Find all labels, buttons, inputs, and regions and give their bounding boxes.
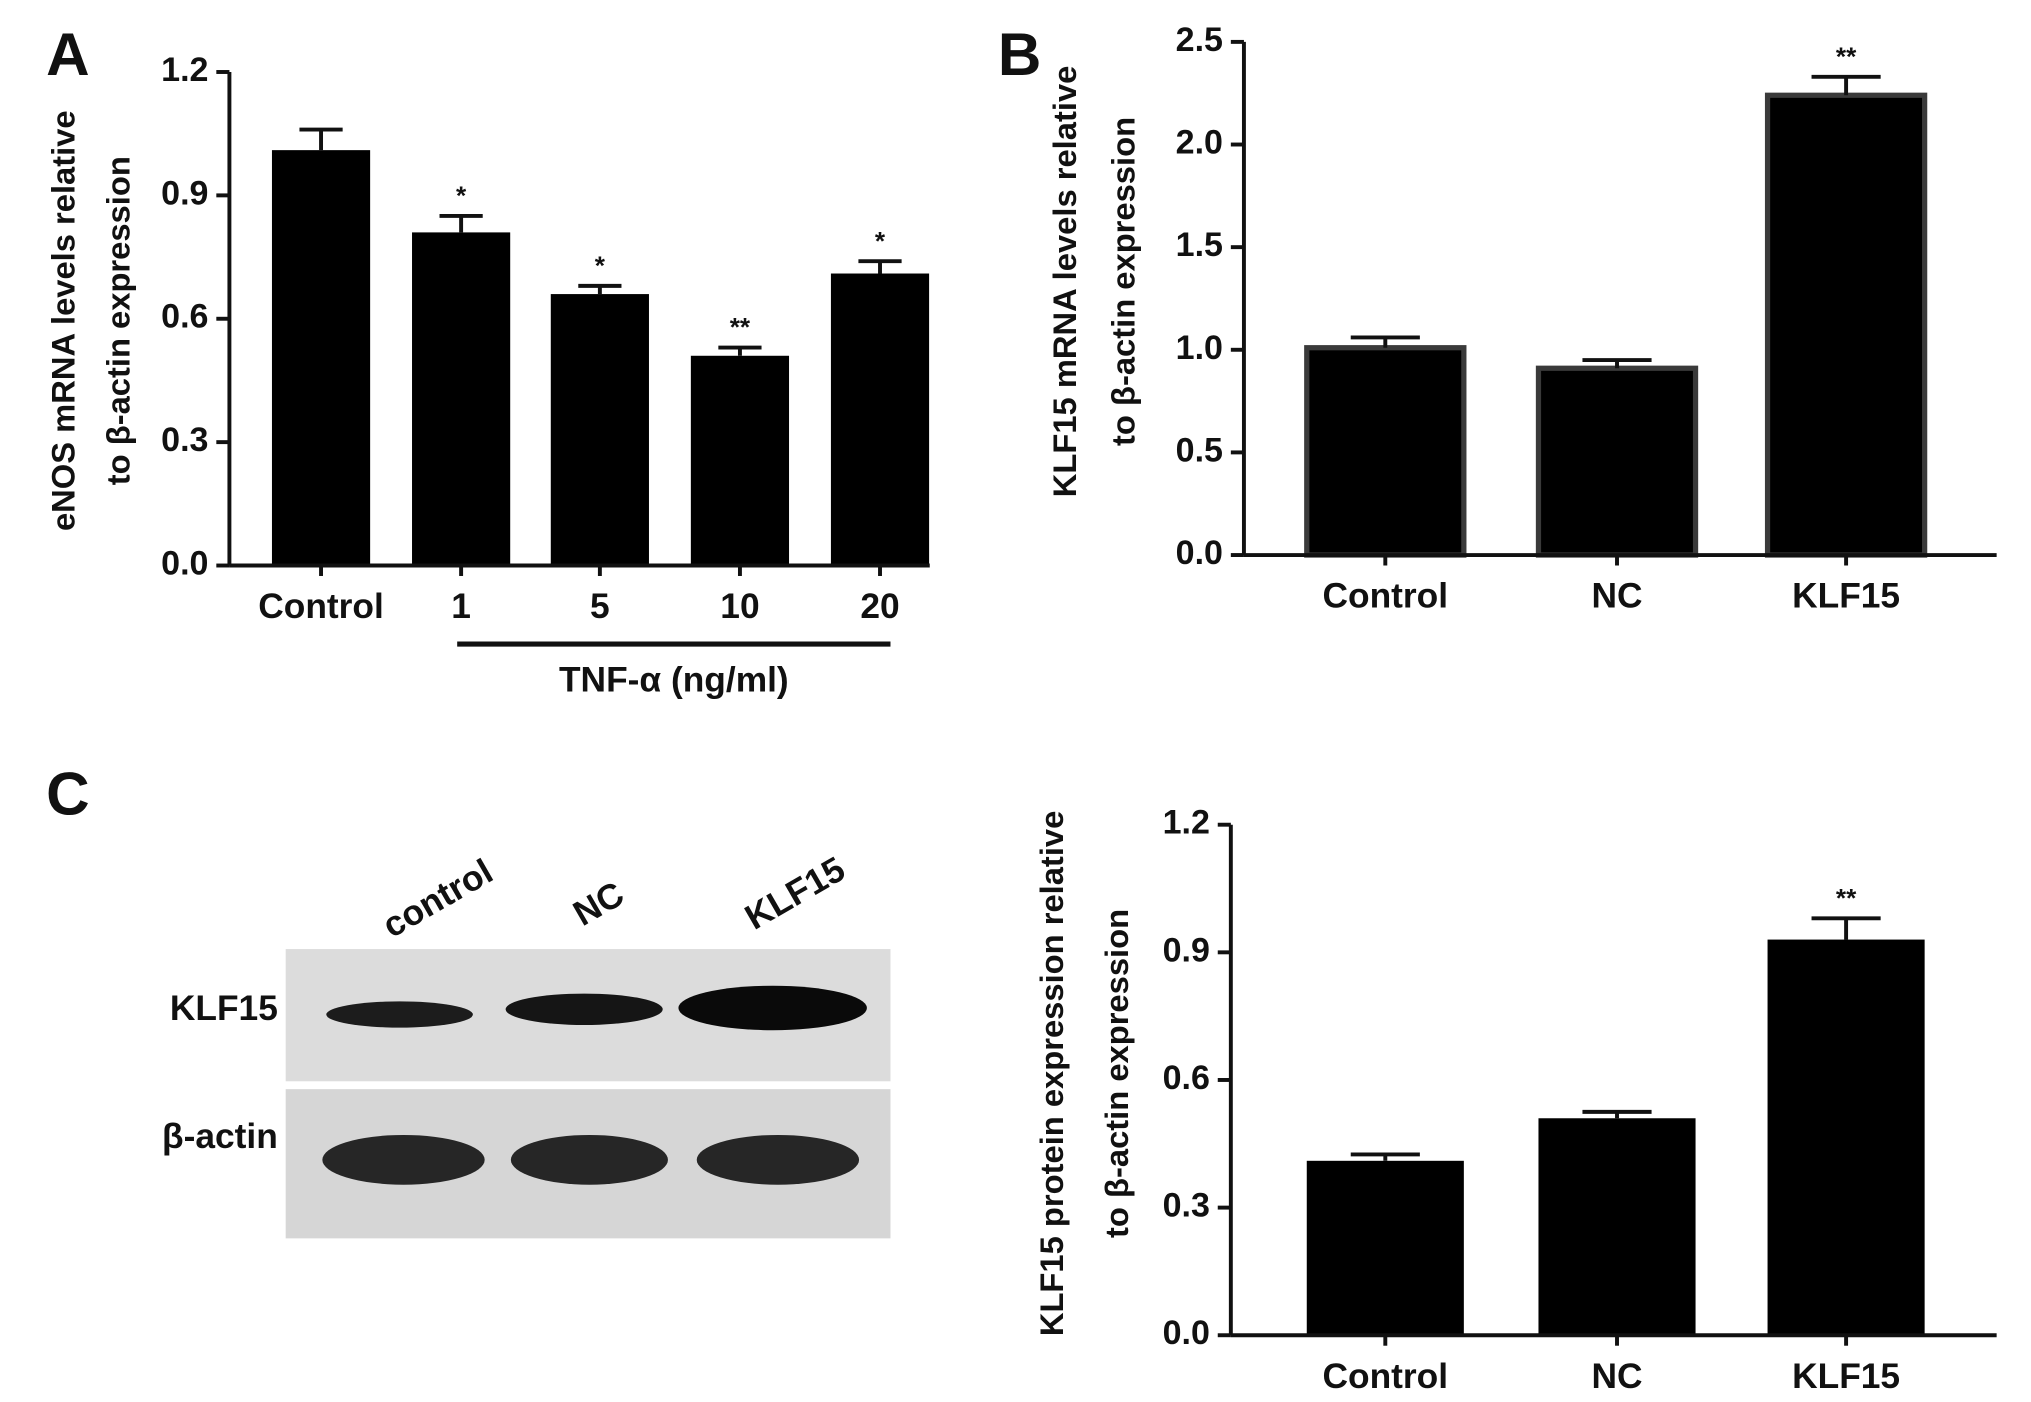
y-tick-label: 1.0	[1176, 329, 1223, 367]
significance-mark: **	[730, 312, 751, 342]
band	[678, 985, 867, 1031]
error-bar	[718, 345, 762, 356]
bar	[1538, 1118, 1696, 1336]
bar	[1304, 345, 1467, 558]
band	[510, 1134, 668, 1185]
y-tick-label: 1.2	[161, 51, 208, 89]
x-tick-label: 10	[720, 587, 759, 626]
x-tick-label: NC	[1591, 1357, 1642, 1396]
y-tick-label: 0.6	[161, 298, 208, 336]
row-label: β-actin	[162, 1117, 278, 1156]
band	[696, 1134, 860, 1185]
panel-label: A	[46, 20, 89, 88]
y-tick-label: 0.6	[1163, 1059, 1210, 1097]
bar	[1764, 92, 1928, 558]
significance-mark: *	[875, 226, 886, 256]
bar	[550, 294, 649, 566]
y-axis-label: KLF15 mRNA levels relative	[1046, 66, 1083, 498]
x-tick-label: NC	[1591, 577, 1642, 616]
y-tick-label: 0.9	[1163, 931, 1210, 969]
x-tick-label: 1	[451, 587, 471, 626]
error-bar	[1811, 74, 1881, 96]
panel-label: B	[998, 20, 1041, 88]
lane-label: KLF15	[739, 850, 852, 938]
y-axis-label: to β-actin expression	[99, 156, 136, 485]
error-bar	[578, 283, 622, 295]
y-axis-label: to β-actin expression	[1098, 909, 1135, 1238]
error-bar	[1582, 358, 1652, 369]
y-tick-label: 0.9	[161, 174, 208, 212]
x-tick-label: KLF15	[1792, 577, 1900, 616]
significance-mark: **	[1836, 41, 1857, 71]
y-axis-label: KLF15 protein expression relative	[1033, 811, 1070, 1337]
panel-label: C	[46, 759, 89, 827]
y-axis-label: eNOS mRNA levels relative	[44, 110, 81, 531]
band	[505, 993, 663, 1025]
error-bar	[858, 259, 902, 274]
significance-mark: *	[595, 250, 606, 280]
x-tick-label: Control	[1323, 577, 1449, 616]
band	[326, 1001, 473, 1028]
bar	[271, 150, 371, 566]
error-bar	[299, 127, 343, 151]
row-label: KLF15	[170, 989, 278, 1028]
y-tick-label: 0.3	[161, 421, 208, 459]
y-tick-label: 2.0	[1176, 124, 1223, 162]
x-axis-label: TNF-α (ng/ml)	[559, 660, 789, 699]
bar	[1306, 1160, 1464, 1336]
bar	[412, 232, 511, 566]
significance-mark: *	[456, 181, 467, 211]
significance-mark: **	[1836, 883, 1857, 913]
bar	[1767, 939, 1925, 1336]
y-tick-label: 2.5	[1176, 21, 1223, 59]
x-tick-label: Control	[1323, 1357, 1449, 1396]
y-tick-label: 0.3	[1163, 1187, 1210, 1225]
error-bar	[1350, 1152, 1420, 1161]
x-tick-label: Control	[258, 587, 384, 626]
error-bar	[1811, 916, 1881, 940]
y-tick-label: 1.2	[1163, 804, 1210, 842]
y-tick-label: 0.0	[1176, 534, 1223, 572]
lane-label: control	[376, 852, 499, 946]
western-blot: control NC KLF15 KLF15 β-actin	[162, 850, 891, 1239]
x-tick-label: KLF15	[1792, 1357, 1900, 1396]
y-tick-label: 1.5	[1176, 226, 1223, 264]
lane-label: NC	[567, 874, 631, 933]
bar	[1535, 365, 1699, 558]
error-bar	[1350, 335, 1420, 348]
error-bar	[439, 213, 483, 233]
y-tick-label: 0.0	[161, 544, 208, 582]
error-bar	[1582, 1109, 1652, 1119]
y-tick-label: 0.5	[1176, 431, 1223, 469]
x-tick-label: 20	[860, 587, 899, 626]
band	[322, 1134, 485, 1185]
x-tick-label: 5	[590, 587, 610, 626]
bar	[830, 273, 930, 566]
y-axis-label: to β-actin expression	[1105, 117, 1142, 446]
bar	[690, 355, 790, 566]
y-tick-label: 0.0	[1163, 1314, 1210, 1352]
